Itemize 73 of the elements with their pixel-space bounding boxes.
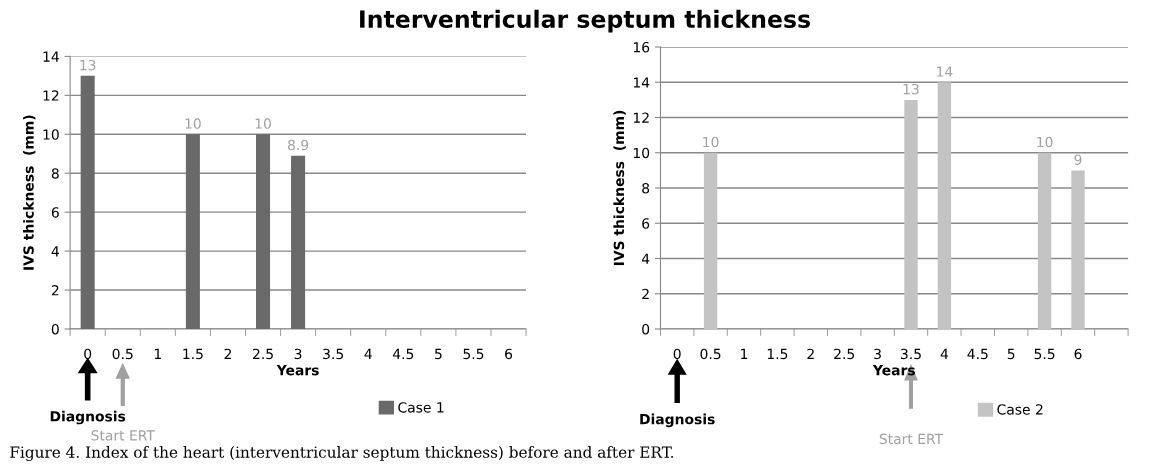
bar — [80, 75, 95, 329]
y-tick-label: 14 — [633, 77, 650, 88]
text: Diagnosis — [640, 413, 715, 428]
x-tick-label: 3.5 — [323, 348, 343, 360]
text: Interventricular septum thickness — [360, 9, 810, 33]
text: Start ERT — [879, 433, 944, 445]
y-tick-label: 10 — [633, 147, 650, 159]
x-tick-label: 1.5 — [767, 348, 788, 360]
x-tick-label: 1 — [154, 348, 161, 359]
bar — [291, 155, 306, 329]
x-tick-label: 0.5 — [112, 348, 133, 360]
x-tick-label: 1 — [741, 348, 748, 359]
y-tick-label: 0 — [642, 323, 650, 335]
x-tick-label: 2 — [224, 348, 231, 359]
y-tick-label: 6 — [642, 218, 650, 229]
x-tick-label: 6 — [505, 348, 513, 360]
bar — [703, 152, 718, 329]
x-tick-label: 3 — [294, 348, 302, 360]
y-tick-label: 0 — [51, 323, 59, 335]
data-label: 10 — [185, 118, 201, 129]
x-tick-label: 1.5 — [183, 348, 203, 360]
x-tick-label: 3.5 — [901, 348, 921, 360]
bar — [904, 99, 918, 329]
data-label: 9 — [1074, 154, 1082, 165]
y-tick-label: 2 — [51, 285, 59, 296]
data-label: 10 — [703, 136, 719, 148]
y-tick-label: 2 — [642, 288, 649, 300]
y-tick-label: 8 — [51, 168, 59, 179]
bar — [256, 134, 271, 329]
x-tick-label: 4 — [364, 348, 372, 359]
x-tick-label: 5 — [435, 348, 442, 360]
y-tick-label: 6 — [51, 207, 59, 218]
x-tick-label: 5.5 — [463, 348, 484, 360]
x-tick-label: 2.5 — [253, 348, 273, 360]
x-tick-label: 2.5 — [834, 348, 855, 360]
bar — [1071, 170, 1085, 329]
legend-label: Case 2 — [997, 404, 1043, 415]
y-tick-label: 14 — [43, 51, 59, 62]
data-label: 13 — [80, 59, 96, 71]
text: Diagnosis — [50, 410, 126, 425]
y-axis-title: IVS thickness (mm) — [23, 115, 36, 270]
y-tick-label: 4 — [641, 253, 650, 264]
y-tick-label: 12 — [633, 112, 649, 123]
y-tick-label: 10 — [43, 129, 59, 140]
data-label: 14 — [937, 66, 953, 77]
bar — [185, 134, 200, 329]
bar — [1037, 152, 1052, 329]
x-tick-label: 0 — [673, 348, 681, 360]
x-tick-label: 0 — [84, 348, 92, 360]
legend-label: Case 1 — [398, 402, 444, 413]
x-tick-label: 2 — [807, 348, 814, 359]
y-tick-label: 12 — [43, 90, 59, 101]
bar — [937, 82, 952, 329]
x-tick-label: 4 — [940, 348, 949, 359]
x-tick-label: 4.5 — [967, 348, 988, 360]
x-axis-title: Years — [872, 365, 915, 376]
x-tick-label: 5.5 — [1034, 348, 1055, 360]
x-tick-label: 3 — [874, 348, 881, 360]
x-tick-label: 6 — [1074, 348, 1082, 360]
x-tick-label: 0.5 — [700, 348, 721, 360]
y-tick-label: 8 — [642, 182, 650, 194]
y-tick-label: 16 — [633, 41, 650, 53]
data-label: 10 — [1037, 136, 1053, 148]
caption: Figure 4. Index of the heart (interventricular septum thickness) before and after ERT. — [10, 446, 674, 462]
text: Start ERT — [91, 430, 155, 441]
data-label: 13 — [903, 83, 919, 95]
x-tick-label: 5 — [1007, 348, 1015, 360]
x-axis-title: Years — [276, 365, 319, 376]
data-label: 8.9 — [287, 139, 309, 151]
data-label: 10 — [255, 118, 271, 129]
x-tick-label: 4.5 — [392, 348, 414, 360]
y-tick-label: 4 — [51, 246, 59, 257]
y-axis-title: IVS thickness (mm) — [613, 110, 626, 266]
